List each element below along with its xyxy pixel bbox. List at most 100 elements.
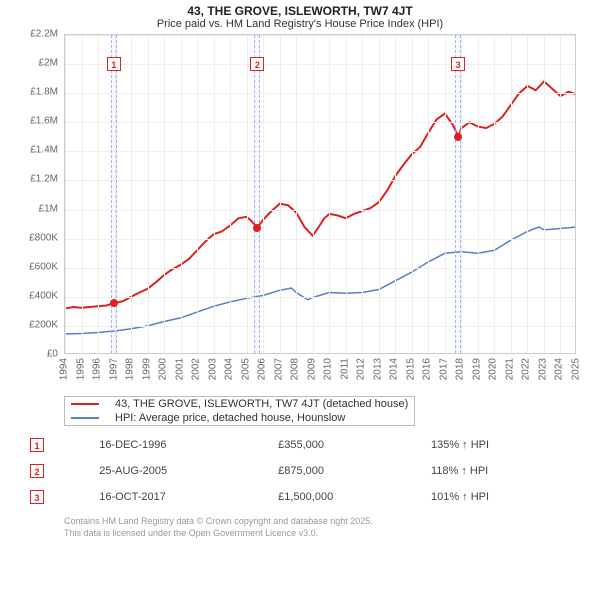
- h-gridline: [65, 93, 575, 94]
- x-tick-label: 2013: [372, 358, 383, 380]
- legend: 43, THE GROVE, ISLEWORTH, TW7 4JT (detac…: [20, 396, 580, 426]
- y-tick-label: £1.6M: [30, 116, 58, 127]
- y-tick-label: £1.4M: [30, 145, 58, 156]
- x-tick-label: 2017: [438, 358, 449, 380]
- h-gridline: [65, 35, 575, 36]
- txn-index: 1: [20, 432, 89, 458]
- y-tick-label: £1.8M: [30, 87, 58, 98]
- x-tick-label: 2002: [191, 358, 202, 380]
- transactions-table: 116-DEC-1996£355,000135% ↑ HPI225-AUG-20…: [20, 432, 580, 510]
- v-gridline: [247, 35, 248, 353]
- txn-index: 2: [20, 458, 89, 484]
- h-gridline: [65, 64, 575, 65]
- v-gridline: [544, 35, 545, 353]
- v-gridline: [329, 35, 330, 353]
- legend-swatch: [65, 397, 110, 412]
- txn-price: £1,500,000: [268, 484, 421, 510]
- marker-point: [253, 224, 261, 232]
- x-tick-label: 2001: [174, 358, 185, 380]
- x-tick-label: 2016: [422, 358, 433, 380]
- v-gridline: [98, 35, 99, 353]
- x-tick-label: 1994: [59, 358, 70, 380]
- txn-rel: 118% ↑ HPI: [421, 458, 580, 484]
- legend-swatch: [65, 411, 110, 426]
- y-tick-label: £800K: [29, 232, 58, 243]
- v-gridline: [263, 35, 264, 353]
- x-tick-label: 1999: [141, 358, 152, 380]
- txn-date: 16-OCT-2017: [89, 484, 268, 510]
- x-tick-label: 2015: [405, 358, 416, 380]
- v-gridline: [461, 35, 462, 353]
- x-tick-label: 2006: [257, 358, 268, 380]
- chart-area: £0£200K£400K£600K£800K£1M£1.2M£1.4M£1.6M…: [20, 34, 580, 394]
- chart-title: 43, THE GROVE, ISLEWORTH, TW7 4JT: [0, 4, 600, 18]
- v-gridline: [346, 35, 347, 353]
- v-gridline: [379, 35, 380, 353]
- legend-table: 43, THE GROVE, ISLEWORTH, TW7 4JT (detac…: [64, 396, 415, 426]
- marker-box: 3: [451, 57, 465, 71]
- txn-date: 25-AUG-2005: [89, 458, 268, 484]
- v-gridline: [478, 35, 479, 353]
- h-gridline: [65, 122, 575, 123]
- y-tick-label: £1M: [39, 203, 58, 214]
- v-gridline: [164, 35, 165, 353]
- x-tick-label: 1998: [125, 358, 136, 380]
- x-tick-label: 1996: [92, 358, 103, 380]
- v-gridline: [428, 35, 429, 353]
- x-tick-label: 2000: [158, 358, 169, 380]
- x-tick-label: 2025: [571, 358, 582, 380]
- x-tick-label: 2021: [504, 358, 515, 380]
- legend-label: 43, THE GROVE, ISLEWORTH, TW7 4JT (detac…: [109, 397, 415, 412]
- marker-box: 1: [107, 57, 121, 71]
- v-gridline: [148, 35, 149, 353]
- txn-price: £875,000: [268, 458, 421, 484]
- v-gridline: [511, 35, 512, 353]
- x-tick-label: 2020: [488, 358, 499, 380]
- v-gridline: [296, 35, 297, 353]
- x-tick-label: 2011: [339, 358, 350, 380]
- v-gridline: [313, 35, 314, 353]
- legend-row: HPI: Average price, detached house, Houn…: [65, 411, 415, 426]
- y-tick-label: £2.2M: [30, 29, 58, 40]
- marker-band: [455, 35, 461, 353]
- chart-subtitle: Price paid vs. HM Land Registry's House …: [0, 18, 600, 30]
- v-gridline: [527, 35, 528, 353]
- x-tick-label: 2004: [224, 358, 235, 380]
- y-axis-labels: £0£200K£400K£600K£800K£1M£1.2M£1.4M£1.6M…: [20, 34, 60, 354]
- line-svg: [65, 35, 576, 354]
- v-gridline: [412, 35, 413, 353]
- legend-row: 43, THE GROVE, ISLEWORTH, TW7 4JT (detac…: [65, 397, 415, 412]
- marker-box: 2: [250, 57, 264, 71]
- v-gridline: [494, 35, 495, 353]
- marker-point: [110, 299, 118, 307]
- transaction-row: 316-OCT-2017£1,500,000101% ↑ HPI: [20, 484, 580, 510]
- x-tick-label: 2009: [306, 358, 317, 380]
- v-gridline: [82, 35, 83, 353]
- x-tick-label: 2008: [290, 358, 301, 380]
- txn-rel: 135% ↑ HPI: [421, 432, 580, 458]
- x-tick-label: 2024: [554, 358, 565, 380]
- x-tick-label: 1997: [108, 358, 119, 380]
- v-gridline: [197, 35, 198, 353]
- v-gridline: [131, 35, 132, 353]
- h-gridline: [65, 210, 575, 211]
- y-tick-label: £600K: [29, 261, 58, 272]
- h-gridline: [65, 326, 575, 327]
- y-tick-label: £400K: [29, 290, 58, 301]
- y-tick-label: £1.2M: [30, 174, 58, 185]
- marker-band: [254, 35, 260, 353]
- v-gridline: [65, 35, 66, 353]
- x-tick-label: 1995: [75, 358, 86, 380]
- v-gridline: [445, 35, 446, 353]
- x-tick-label: 2012: [356, 358, 367, 380]
- txn-date: 16-DEC-1996: [89, 432, 268, 458]
- transaction-row: 116-DEC-1996£355,000135% ↑ HPI: [20, 432, 580, 458]
- y-tick-label: £200K: [29, 319, 58, 330]
- v-gridline: [280, 35, 281, 353]
- x-tick-label: 2022: [521, 358, 532, 380]
- legend-label: HPI: Average price, detached house, Houn…: [109, 411, 415, 426]
- txn-index: 3: [20, 484, 89, 510]
- plot-area: 1 2 3: [64, 34, 576, 354]
- v-gridline: [230, 35, 231, 353]
- h-gridline: [65, 180, 575, 181]
